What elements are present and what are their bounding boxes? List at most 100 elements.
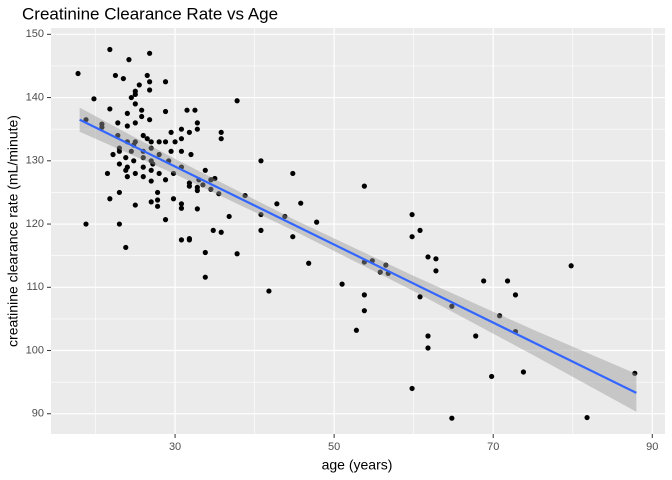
point bbox=[172, 139, 178, 145]
point bbox=[186, 129, 192, 135]
fit-line bbox=[79, 118, 637, 394]
point bbox=[473, 333, 479, 339]
point bbox=[132, 101, 138, 107]
point bbox=[208, 186, 214, 192]
point bbox=[126, 57, 132, 63]
point bbox=[148, 139, 154, 145]
point bbox=[144, 136, 150, 142]
point bbox=[162, 217, 169, 223]
point bbox=[178, 148, 185, 154]
point bbox=[202, 249, 208, 256]
point bbox=[154, 197, 161, 203]
point bbox=[361, 292, 367, 298]
y-tick-label: 120 bbox=[26, 218, 44, 230]
point bbox=[115, 120, 121, 126]
plot-panel bbox=[51, 28, 665, 434]
point bbox=[168, 148, 174, 154]
point bbox=[218, 129, 224, 135]
point bbox=[132, 202, 138, 208]
point bbox=[425, 254, 431, 260]
point bbox=[353, 327, 360, 333]
point bbox=[314, 219, 320, 225]
point bbox=[584, 414, 590, 421]
point bbox=[116, 189, 122, 196]
point bbox=[496, 313, 503, 319]
point bbox=[128, 148, 134, 154]
point bbox=[216, 191, 222, 197]
point bbox=[184, 107, 190, 113]
point bbox=[290, 170, 296, 177]
point bbox=[116, 161, 122, 167]
point bbox=[148, 167, 154, 173]
x-tick-label: 70 bbox=[487, 441, 499, 453]
point bbox=[107, 106, 113, 112]
point bbox=[116, 148, 122, 154]
point bbox=[417, 294, 423, 300]
point bbox=[156, 170, 162, 177]
point bbox=[178, 136, 185, 142]
point bbox=[178, 201, 185, 207]
point bbox=[162, 177, 169, 183]
x-tick-label: 50 bbox=[328, 441, 340, 453]
point bbox=[512, 292, 519, 298]
point bbox=[123, 244, 129, 251]
point bbox=[110, 151, 116, 158]
point bbox=[132, 139, 138, 145]
point bbox=[170, 170, 177, 177]
point bbox=[178, 205, 185, 211]
point bbox=[120, 75, 126, 82]
point bbox=[150, 161, 156, 167]
point bbox=[123, 155, 129, 161]
point bbox=[147, 50, 153, 56]
point bbox=[128, 94, 134, 101]
y-tick-label: 130 bbox=[26, 155, 44, 167]
point bbox=[208, 177, 214, 183]
point bbox=[449, 303, 455, 309]
point bbox=[178, 126, 185, 132]
point bbox=[124, 164, 130, 170]
point bbox=[361, 183, 367, 189]
x-axis-title: age (years) bbox=[322, 457, 393, 473]
y-tick-label: 90 bbox=[32, 408, 44, 420]
point bbox=[194, 187, 200, 194]
point bbox=[242, 192, 248, 199]
point bbox=[489, 373, 495, 380]
point bbox=[568, 263, 574, 269]
point bbox=[377, 269, 383, 275]
point bbox=[194, 120, 200, 126]
point bbox=[417, 227, 423, 233]
point bbox=[147, 79, 153, 85]
point bbox=[147, 87, 153, 93]
point bbox=[425, 333, 431, 339]
point bbox=[258, 158, 264, 164]
point bbox=[202, 274, 208, 280]
point bbox=[202, 167, 208, 173]
confidence-band bbox=[79, 107, 637, 412]
point bbox=[200, 182, 206, 188]
point bbox=[226, 213, 232, 220]
point bbox=[107, 46, 113, 53]
point bbox=[409, 385, 415, 392]
point bbox=[162, 108, 169, 115]
point bbox=[140, 155, 146, 161]
point bbox=[218, 136, 224, 142]
point bbox=[75, 70, 81, 77]
point bbox=[481, 278, 487, 284]
y-tick-label: 100 bbox=[26, 344, 44, 356]
point bbox=[139, 107, 145, 113]
point bbox=[361, 308, 367, 314]
point bbox=[186, 235, 192, 242]
point bbox=[170, 196, 177, 202]
point bbox=[83, 221, 89, 227]
point bbox=[139, 113, 145, 120]
point bbox=[504, 278, 511, 284]
point bbox=[156, 139, 162, 145]
point bbox=[140, 174, 146, 180]
point bbox=[192, 107, 198, 113]
point bbox=[632, 370, 638, 376]
x-tick-label: 30 bbox=[169, 441, 181, 453]
point bbox=[144, 72, 150, 79]
point bbox=[104, 170, 111, 177]
point bbox=[132, 120, 138, 126]
